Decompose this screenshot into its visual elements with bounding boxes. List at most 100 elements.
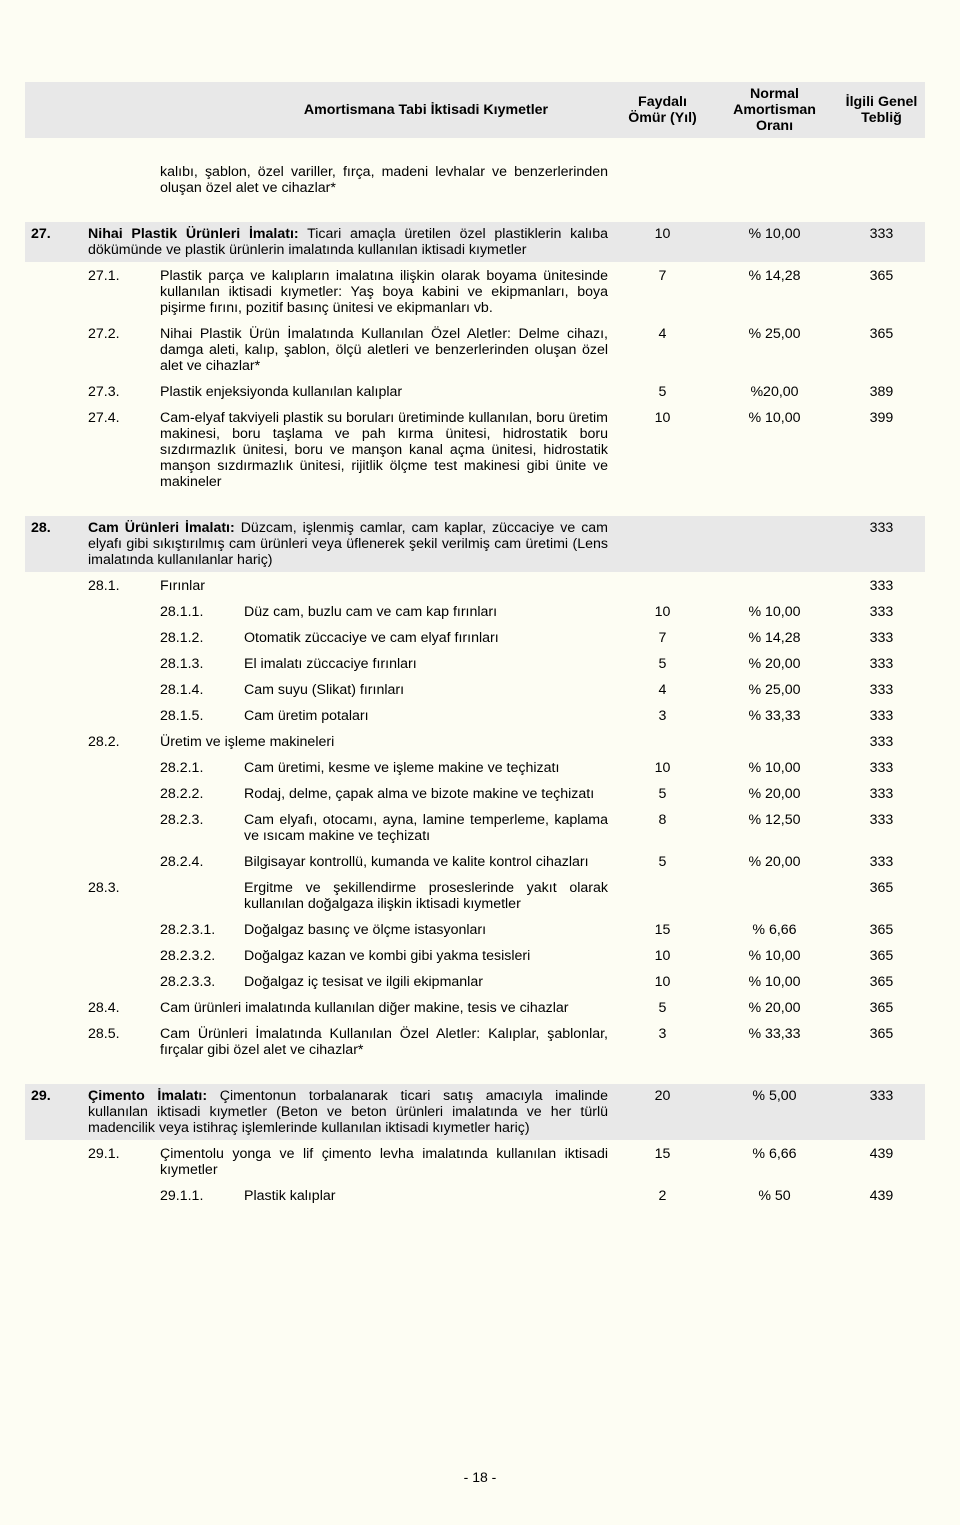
rate-cell xyxy=(711,160,838,200)
sub-number: 28.2. xyxy=(82,730,154,754)
subsub-number: 28.1.4. xyxy=(154,678,238,702)
blank-cell xyxy=(25,1184,82,1208)
useful-life-cell: 10 xyxy=(614,222,711,262)
table-row: 28.2.Üretim ve işleme makineleri333 xyxy=(25,730,925,754)
rate-cell: % 33,33 xyxy=(711,704,838,728)
header-blank-3 xyxy=(154,82,238,138)
blank-cell xyxy=(25,704,82,728)
teblig-cell: 389 xyxy=(838,380,925,404)
sub-number: 27.3. xyxy=(82,380,154,404)
table-row: 28.1.Fırınlar333 xyxy=(25,574,925,598)
description-cell: Nihai Plastik Ürün İmalatında Kullanılan… xyxy=(154,322,614,378)
blank-cell xyxy=(25,918,82,942)
teblig-cell: 365 xyxy=(838,876,925,916)
blank-cell xyxy=(25,380,82,404)
depreciation-table: Amortismana Tabi İktisadi Kıymetler Fayd… xyxy=(25,80,925,1210)
useful-life-cell: 5 xyxy=(614,652,711,676)
description-cell: Cam elyafı, otocamı, ayna, lamine temper… xyxy=(238,808,614,848)
blank-cell xyxy=(25,652,82,676)
teblig-cell: 365 xyxy=(838,944,925,968)
sub-number: 27.2. xyxy=(82,322,154,378)
blank-cell xyxy=(82,160,154,200)
description-cell: Plastik kalıplar xyxy=(238,1184,614,1208)
table-row: 28.2.3.3.Doğalgaz iç tesisat ve ilgili e… xyxy=(25,970,925,994)
blank-cell xyxy=(25,808,82,848)
table-row: 27.2.Nihai Plastik Ürün İmalatında Kulla… xyxy=(25,322,925,378)
spacer-cell xyxy=(25,496,925,514)
table-row: 29.1.1.Plastik kalıplar2% 50439 xyxy=(25,1184,925,1208)
teblig-cell: 333 xyxy=(838,730,925,754)
blank-cell xyxy=(82,1184,154,1208)
useful-life-cell xyxy=(614,574,711,598)
blank-cell xyxy=(82,944,154,968)
teblig-cell: 333 xyxy=(838,600,925,624)
table-row: 28.2.2.Rodaj, delme, çapak alma ve bizot… xyxy=(25,782,925,806)
description-cell: Cam üretimi, kesme ve işleme makine ve t… xyxy=(238,756,614,780)
header-blank-2 xyxy=(82,82,154,138)
teblig-cell: 333 xyxy=(838,652,925,676)
description-cell: Doğalgaz kazan ve kombi gibi yakma tesis… xyxy=(238,944,614,968)
table-row: 28.Cam Ürünleri İmalatı: Düzcam, işlenmi… xyxy=(25,516,925,572)
subsub-number: 28.2.3.2. xyxy=(154,944,238,968)
table-row: 27.1.Plastik parça ve kalıpların imalatı… xyxy=(25,264,925,320)
useful-life-cell: 10 xyxy=(614,406,711,494)
rate-cell: % 5,00 xyxy=(711,1084,838,1140)
useful-life-cell: 10 xyxy=(614,756,711,780)
blank-cell xyxy=(25,944,82,968)
blank-cell xyxy=(82,626,154,650)
blank-cell xyxy=(25,850,82,874)
section-number: 29. xyxy=(25,1084,82,1140)
blank-cell xyxy=(25,782,82,806)
rate-cell: % 25,00 xyxy=(711,678,838,702)
useful-life-cell: 15 xyxy=(614,1142,711,1182)
teblig-cell: 333 xyxy=(838,222,925,262)
blank-cell xyxy=(82,600,154,624)
rate-cell: % 12,50 xyxy=(711,808,838,848)
description-cell: Fırınlar xyxy=(154,574,614,598)
description-cell: Cam-elyaf takviyeli plastik su boruları … xyxy=(154,406,614,494)
rate-cell xyxy=(711,730,838,754)
blank-cell xyxy=(25,730,82,754)
rate-cell: % 20,00 xyxy=(711,782,838,806)
blank-cell xyxy=(25,264,82,320)
teblig-cell: 365 xyxy=(838,264,925,320)
blank-cell xyxy=(25,756,82,780)
description-cell: El imalatı züccaciye fırınları xyxy=(238,652,614,676)
sub-number: 29.1. xyxy=(82,1142,154,1182)
sub-number: 28.1. xyxy=(82,574,154,598)
page-container: Amortismana Tabi İktisadi Kıymetler Fayd… xyxy=(0,0,960,1525)
subsub-number: 28.2.3.3. xyxy=(154,970,238,994)
teblig-cell: 333 xyxy=(838,756,925,780)
blank-cell xyxy=(82,756,154,780)
teblig-cell: 365 xyxy=(838,996,925,1020)
table-row: 27.3.Plastik enjeksiyonda kullanılan kal… xyxy=(25,380,925,404)
rate-cell: % 10,00 xyxy=(711,222,838,262)
blank-cell xyxy=(25,626,82,650)
teblig-cell: 333 xyxy=(838,626,925,650)
rate-cell: % 10,00 xyxy=(711,406,838,494)
rate-cell: % 14,28 xyxy=(711,264,838,320)
rate-cell xyxy=(711,574,838,598)
blank-cell xyxy=(25,574,82,598)
teblig-cell: 333 xyxy=(838,678,925,702)
description-cell: Bilgisayar kontrollü, kumanda ve kalite … xyxy=(238,850,614,874)
description-cell: Cam Ürünleri İmalatı: Düzcam, işlenmiş c… xyxy=(82,516,614,572)
description-cell: Rodaj, delme, çapak alma ve bizote makin… xyxy=(238,782,614,806)
table-row xyxy=(25,202,925,220)
header-rate: Normal Amortisman Oranı xyxy=(711,82,838,138)
table-row: 29.Çimento İmalatı: Çimentonun torbalana… xyxy=(25,1084,925,1140)
description-cell: Çimento İmalatı: Çimentonun torbalanarak… xyxy=(82,1084,614,1140)
spacer-cell xyxy=(25,202,925,220)
description-cell: Cam Ürünleri İmalatında Kullanılan Özel … xyxy=(154,1022,614,1062)
useful-life-cell: 5 xyxy=(614,380,711,404)
blank-cell xyxy=(82,678,154,702)
teblig-cell: 439 xyxy=(838,1142,925,1182)
subsub-number: 28.1.2. xyxy=(154,626,238,650)
teblig-cell: 333 xyxy=(838,1084,925,1140)
description-cell: Cam ürünleri imalatında kullanılan diğer… xyxy=(154,996,614,1020)
teblig-cell: 333 xyxy=(838,704,925,728)
header-teblig: İlgili Genel Tebliğ xyxy=(838,82,925,138)
useful-life-cell: 3 xyxy=(614,1022,711,1062)
rate-cell: % 20,00 xyxy=(711,996,838,1020)
rate-cell: % 10,00 xyxy=(711,600,838,624)
